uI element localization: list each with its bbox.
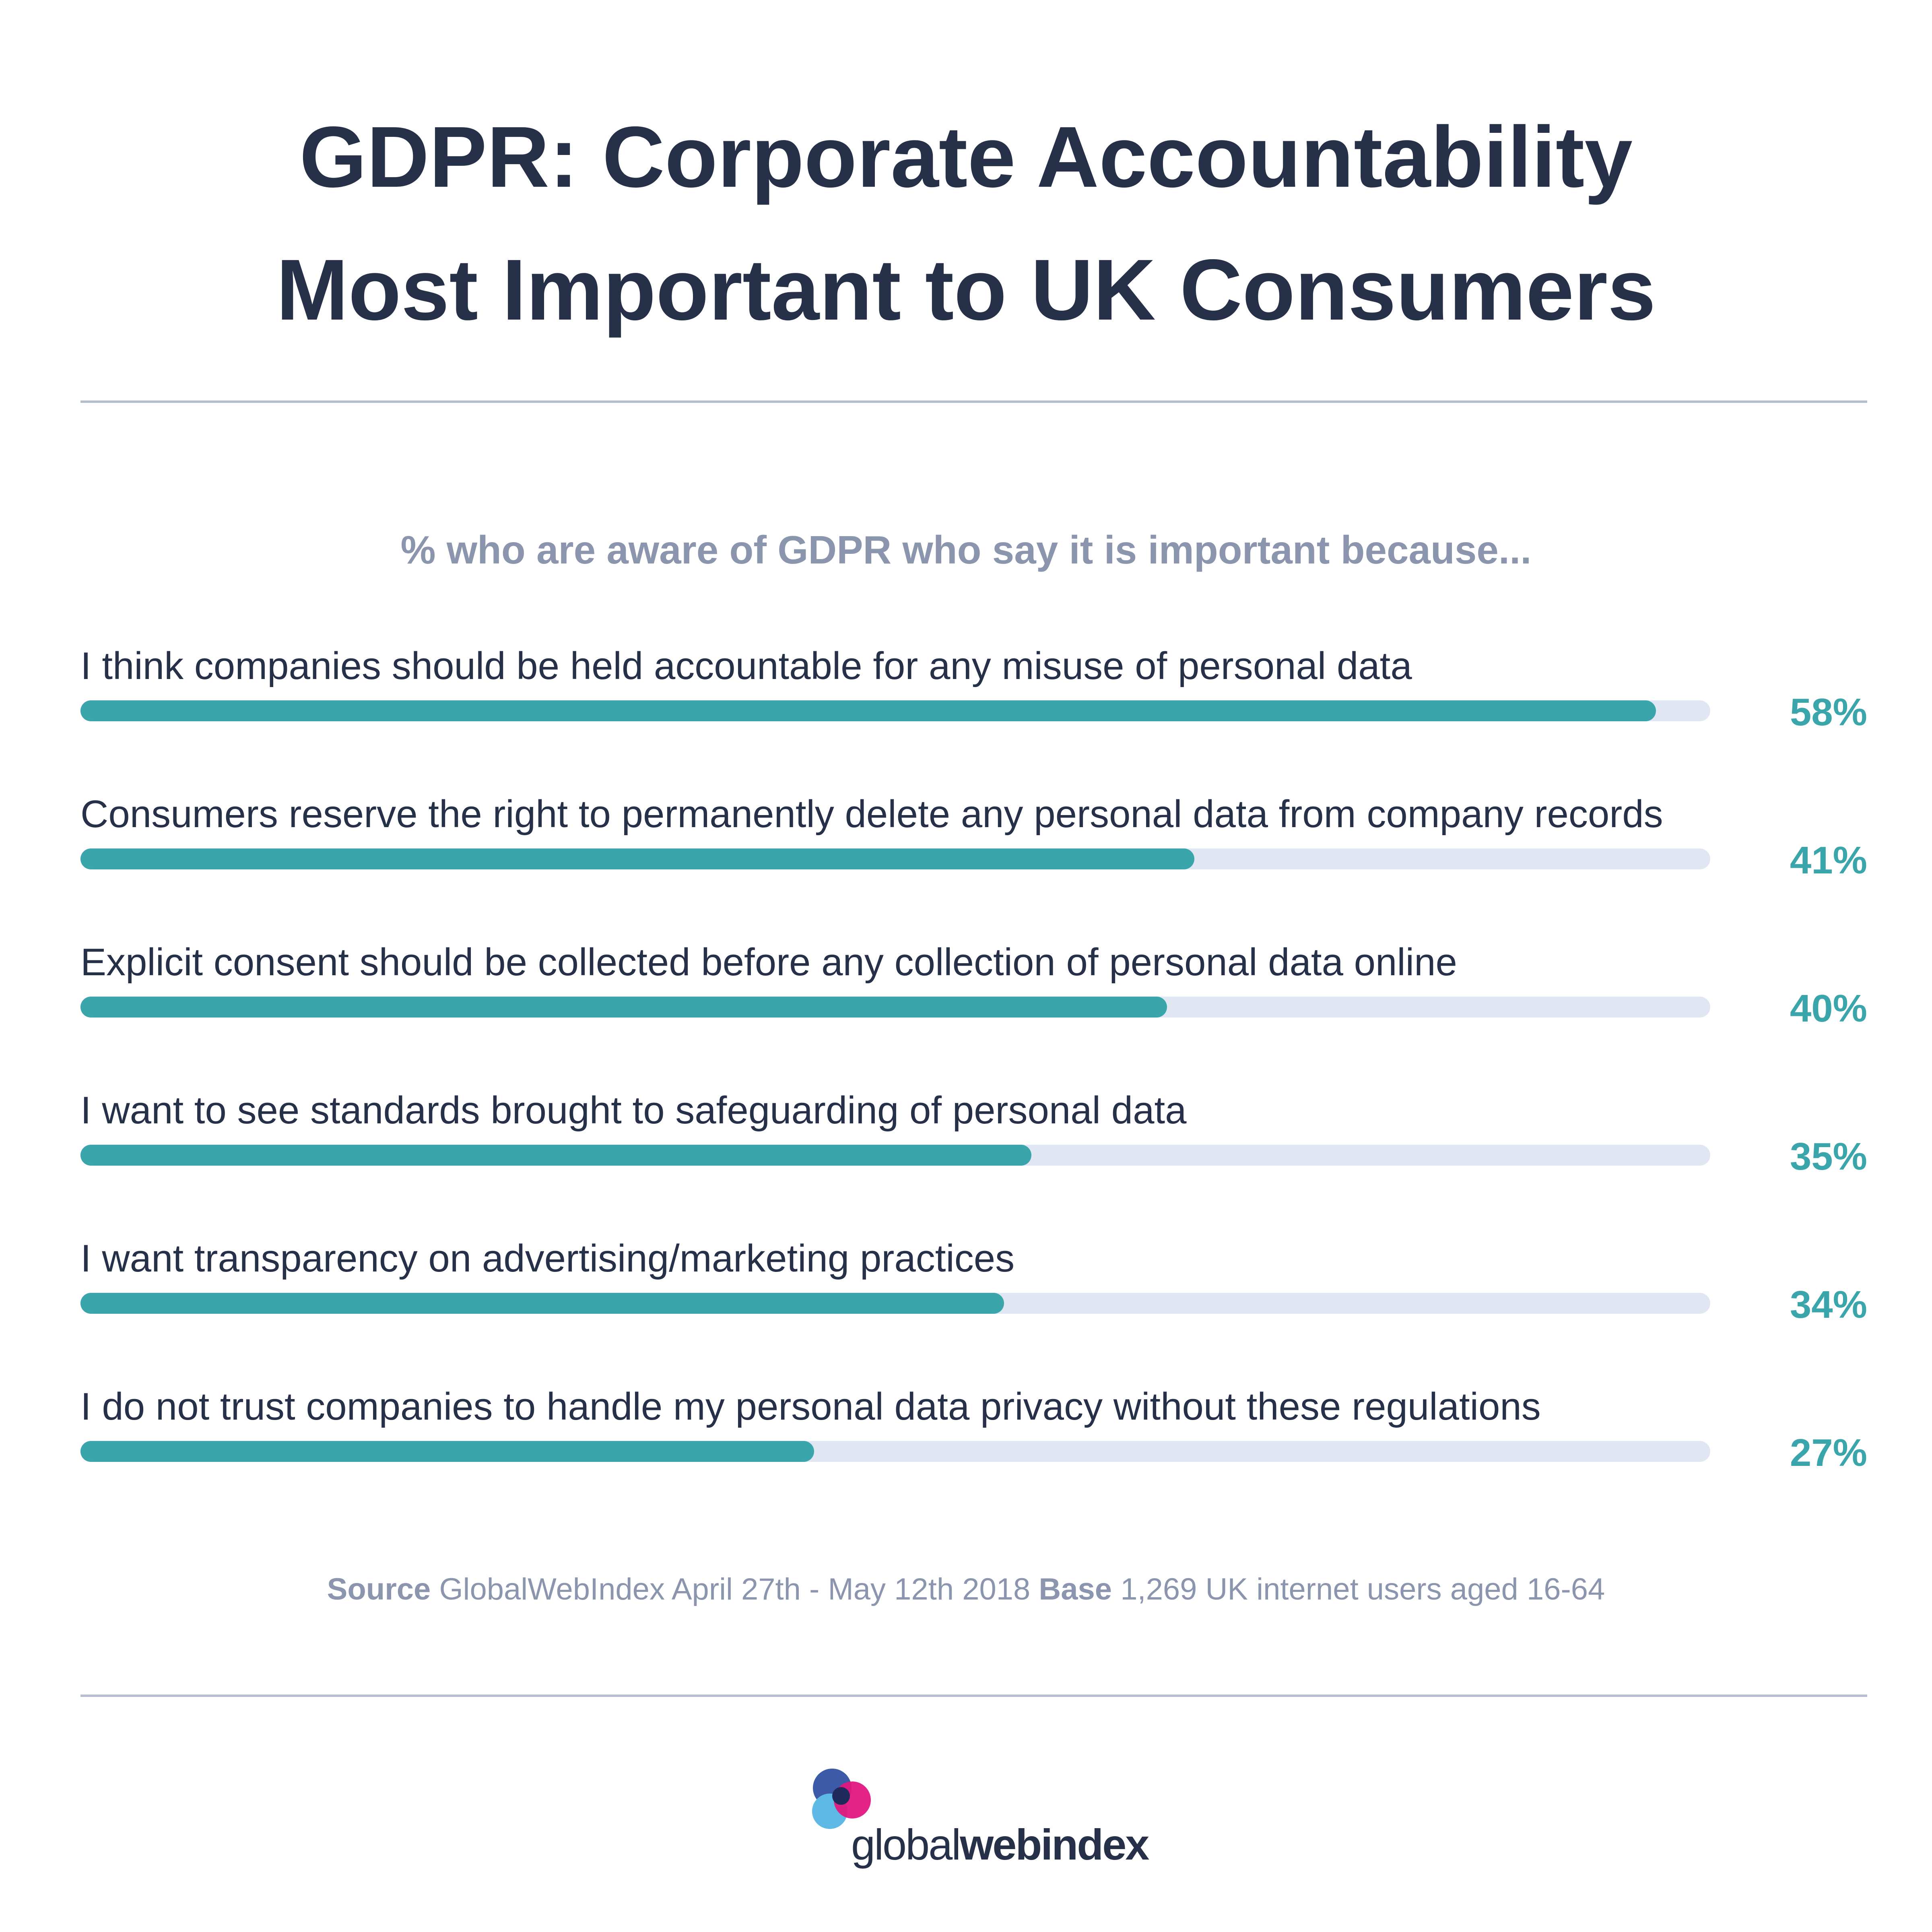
- bar-row: Consumers reserve the right to permanent…: [80, 790, 1867, 903]
- logo-wordmark: globalwebindex: [851, 1819, 1149, 1870]
- bar: [80, 1145, 1031, 1166]
- source-note: Source GlobalWebIndex April 27th - May 1…: [0, 1572, 1932, 1607]
- value-label: 40%: [1790, 987, 1867, 1030]
- title-line-1: GDPR: Corporate Accountability: [299, 108, 1633, 205]
- bottom-divider: [80, 1695, 1867, 1697]
- category-label: Consumers reserve the right to permanent…: [80, 793, 1663, 836]
- bar: [80, 1293, 1004, 1314]
- logo-text-light: global: [851, 1820, 961, 1869]
- bar-track: [80, 848, 1710, 869]
- category-label: I think companies should be held account…: [80, 644, 1412, 687]
- bar: [80, 848, 1194, 869]
- chart-subtitle: % who are aware of GDPR who say it is im…: [400, 528, 1532, 572]
- value-label: 35%: [1790, 1135, 1867, 1178]
- base-text: 1,269 UK internet users aged 16-64: [1112, 1572, 1605, 1606]
- bar-row: Explicit consent should be collected bef…: [80, 938, 1867, 1051]
- bar-row: I do not trust companies to handle my pe…: [80, 1383, 1867, 1495]
- globalwebindex-logo: globalwebindex: [805, 1763, 1149, 1884]
- category-label: I want transparency on advertising/marke…: [80, 1237, 1015, 1280]
- category-label: I want to see standards brought to safeg…: [80, 1089, 1187, 1132]
- source-text: GlobalWebIndex April 27th - May 12th 201…: [431, 1572, 1039, 1606]
- source-label: Source: [327, 1572, 431, 1606]
- chart-title: GDPR: Corporate Accountability Most Impo…: [0, 91, 1932, 356]
- value-label: 58%: [1790, 691, 1867, 734]
- bar: [80, 1441, 814, 1462]
- value-label: 27%: [1790, 1431, 1867, 1474]
- bar-track: [80, 997, 1710, 1018]
- bar: [80, 997, 1167, 1018]
- top-divider: [80, 400, 1867, 403]
- logo-circles-icon: [812, 1769, 871, 1829]
- bar-track: [80, 1441, 1710, 1462]
- bar-row: I want transparency on advertising/marke…: [80, 1234, 1867, 1347]
- bar-track: [80, 1293, 1710, 1314]
- bar-track: [80, 1145, 1710, 1166]
- logo-circle-overlap: [832, 1787, 850, 1805]
- value-label: 34%: [1790, 1283, 1867, 1326]
- bar-row: I want to see standards brought to safeg…: [80, 1086, 1867, 1199]
- value-label: 41%: [1790, 839, 1867, 882]
- title-line-2: Most Important to UK Consumers: [276, 241, 1656, 338]
- bar-row: I think companies should be held account…: [80, 642, 1867, 755]
- bar: [80, 700, 1656, 721]
- category-label: Explicit consent should be collected bef…: [80, 941, 1457, 984]
- logo-text-bold: webindex: [960, 1820, 1149, 1869]
- category-label: I do not trust companies to handle my pe…: [80, 1385, 1541, 1428]
- base-label: Base: [1039, 1572, 1112, 1606]
- bar-track: [80, 700, 1710, 721]
